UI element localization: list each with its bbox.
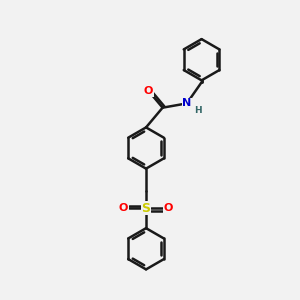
Text: O: O bbox=[164, 203, 173, 213]
Text: O: O bbox=[119, 203, 128, 213]
Text: H: H bbox=[194, 106, 202, 115]
Text: O: O bbox=[144, 86, 153, 96]
Text: S: S bbox=[142, 202, 151, 215]
Text: N: N bbox=[182, 98, 191, 108]
